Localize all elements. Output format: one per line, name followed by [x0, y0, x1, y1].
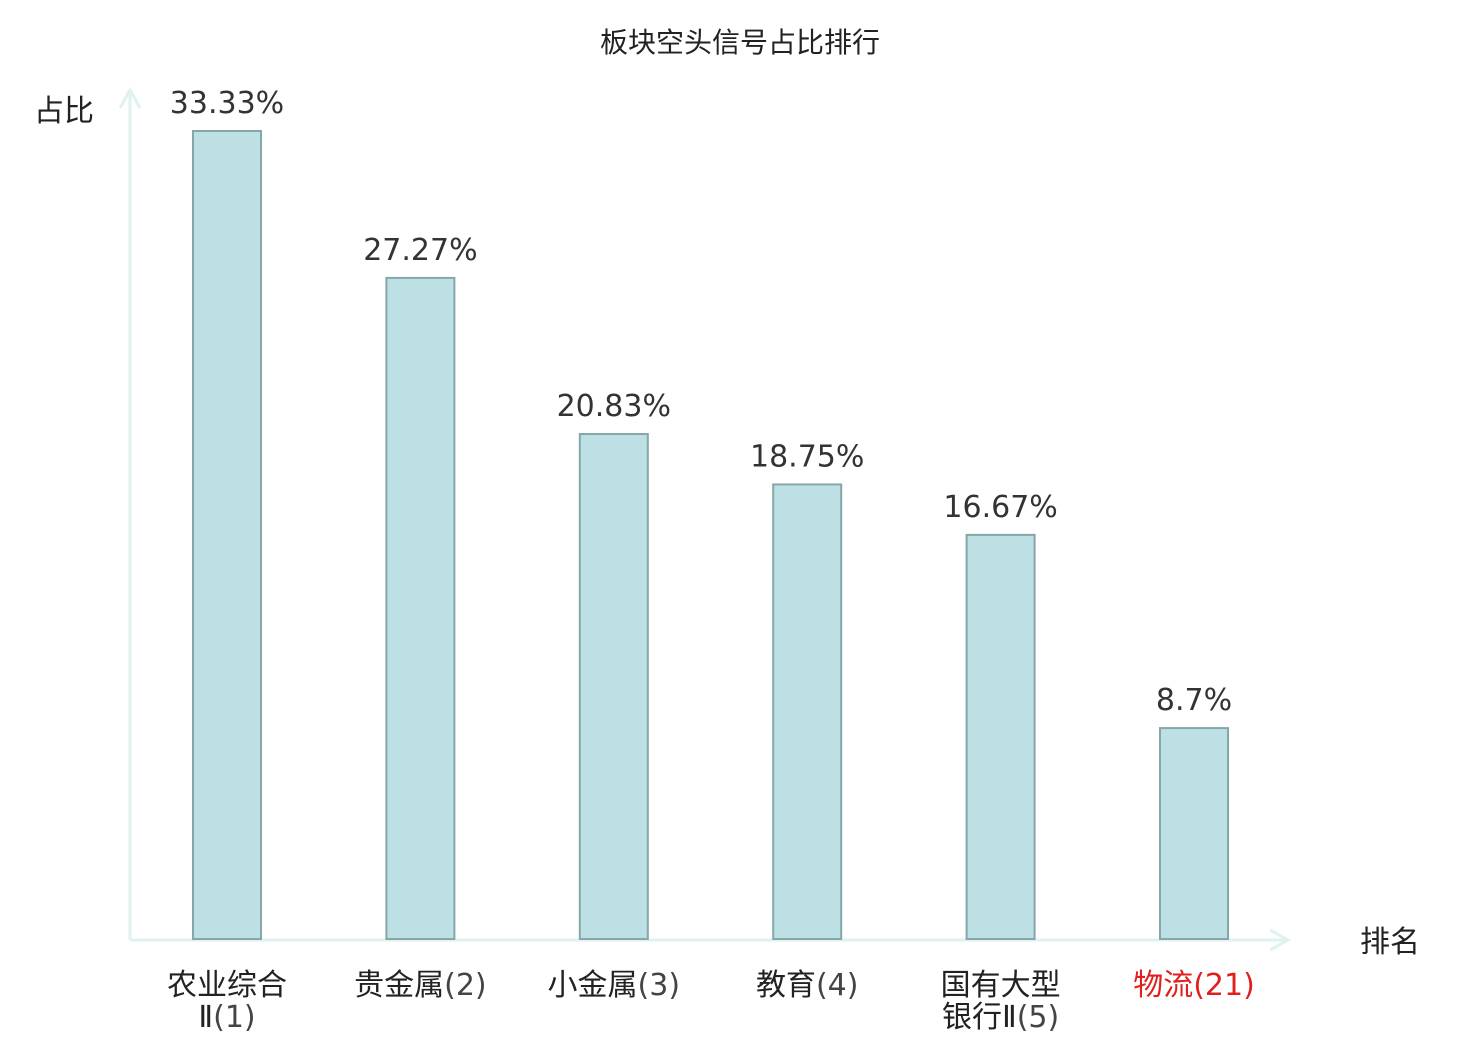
category-labels-group: 农业综合 Ⅱ(1) 贵金属(2) 小金属(3) 教育(4) 国有大型银行Ⅱ(5) 物流(21…: [167, 968, 1255, 1035]
x-axis-arrow-icon: [1269, 928, 1292, 952]
category-name: 农业综合: [167, 968, 287, 1003]
x-axis-label: 排名: [1360, 925, 1420, 960]
bar-value-label: 8.7%: [1156, 683, 1232, 718]
category-rank: (2): [444, 968, 487, 1003]
bar-value-label: 27.27%: [363, 233, 477, 268]
category-name: Ⅱ: [198, 1000, 213, 1035]
category-name: 物流: [1133, 968, 1193, 1003]
category-label: 物流(21): [1133, 968, 1255, 1003]
category-name: 国有大型: [941, 968, 1061, 1003]
y-axis-label: 占比: [34, 94, 94, 129]
bar: [772, 483, 843, 940]
bar: [192, 130, 262, 940]
category-label: 教育(4): [756, 968, 859, 1003]
bar-value-label: 16.67%: [943, 490, 1057, 525]
category-label: 农业综合 Ⅱ(1): [167, 968, 287, 1035]
bar: [385, 276, 456, 940]
category-name: 小金属: [548, 968, 638, 1003]
bar-value-label: 18.75%: [750, 439, 864, 474]
y-axis-arrow-icon: [118, 86, 142, 109]
category-name: 教育: [756, 968, 816, 1003]
bar: [965, 533, 1036, 940]
value-labels-group: 33.33% 27.27% 20.83% 18.75% 16.67% 8.7%: [170, 86, 1232, 718]
chart-title: 板块空头信号占比排行: [600, 26, 880, 59]
category-label: 贵金属(2): [354, 968, 487, 1003]
category-rank: (5): [1017, 1000, 1060, 1035]
bar: [1159, 727, 1229, 940]
category-rank: (3): [638, 968, 681, 1003]
category-rank: (21): [1193, 968, 1255, 1003]
category-label: 小金属(3): [548, 968, 681, 1003]
category-rank: (1): [213, 1000, 256, 1035]
category-name: 贵金属: [354, 968, 444, 1003]
category-rank: (4): [816, 968, 859, 1003]
bar-value-label: 33.33%: [170, 86, 284, 121]
bar-value-label: 20.83%: [557, 389, 671, 424]
category-label: 国有大型银行Ⅱ(5): [941, 968, 1061, 1035]
bars-group: [192, 130, 1229, 940]
axes: [118, 86, 1292, 952]
bar: [578, 433, 649, 940]
category-name: 银行Ⅱ: [942, 1000, 1017, 1035]
